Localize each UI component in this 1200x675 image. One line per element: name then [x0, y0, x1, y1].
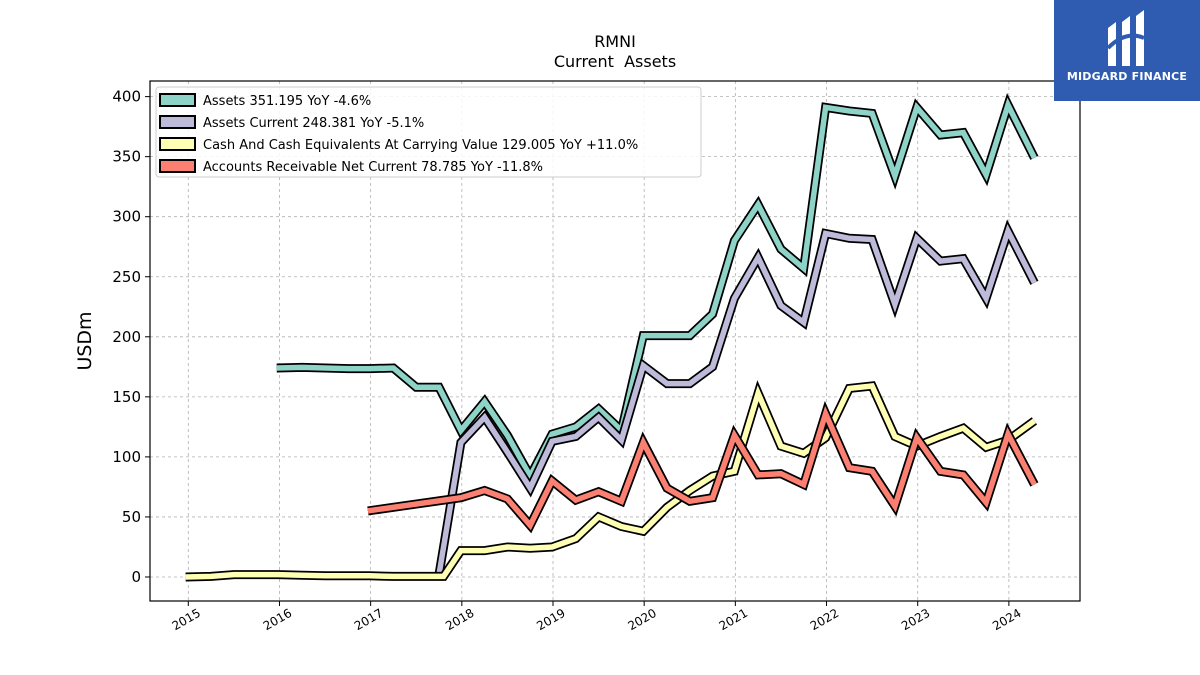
y-tick-label: 100 — [112, 448, 141, 466]
series-layer — [185, 93, 1039, 582]
series-line — [436, 223, 1037, 576]
y-tick-label: 150 — [112, 388, 141, 406]
midgard-finance-logo: MIDGARD FINANCE — [1054, 0, 1200, 101]
legend-box — [155, 86, 702, 178]
x-axis: 2015 2016 2017 2018 2019 2020 2021 2022 2023 2024 — [170, 601, 1024, 633]
x-tick-label: 2020 — [625, 606, 658, 633]
series-line — [367, 405, 1037, 531]
y-tick-label: 350 — [112, 148, 141, 166]
x-tick-label: 2023 — [899, 606, 932, 633]
logo-mark-icon — [1106, 10, 1145, 66]
chart-subtitle: Current Assets — [554, 52, 676, 71]
legend-swatch — [159, 159, 196, 173]
y-tick-label: 200 — [112, 328, 141, 346]
legend-entry: Assets 351.195 YoY -4.6% — [203, 94, 371, 109]
series-1 — [276, 93, 1039, 486]
series-3 — [185, 380, 1038, 582]
x-tick-label: 2021 — [717, 606, 750, 633]
legend-swatch — [159, 115, 196, 129]
x-tick-label: 2019 — [534, 606, 567, 633]
plot-frame — [149, 80, 1081, 602]
y-tick-label: 0 — [131, 568, 141, 586]
y-tick-label: 250 — [112, 268, 141, 286]
series-line — [276, 97, 1037, 482]
x-tick-label: 2018 — [443, 606, 476, 633]
x-tick-label: 2022 — [808, 606, 841, 633]
legend-swatch — [159, 93, 196, 107]
series-2 — [434, 219, 1039, 576]
y-axis-label: USDm — [74, 311, 96, 370]
y-tick-label: 400 — [112, 88, 141, 106]
x-tick-label: 2017 — [352, 606, 385, 633]
x-tick-label: 2015 — [170, 606, 203, 633]
series-4 — [367, 400, 1039, 534]
legend-swatch — [159, 137, 196, 151]
legend-entry: Assets Current 248.381 YoY -5.1% — [203, 116, 424, 131]
logo-text: MIDGARD FINANCE — [1066, 70, 1188, 83]
y-tick-label: 300 — [112, 208, 141, 226]
legend: Assets 351.195 YoY -4.6% Assets Current 2… — [155, 86, 702, 178]
y-tick-label: 50 — [122, 508, 141, 526]
x-tick-label: 2024 — [990, 606, 1023, 633]
x-tick-label: 2016 — [261, 606, 294, 633]
series-line — [185, 383, 1037, 580]
y-axis: 0 50 100 150 200 250 300 350 400 — [112, 88, 150, 586]
legend-entry: Cash And Cash Equivalents At Carrying Va… — [203, 138, 638, 153]
legend-entry: Accounts Receivable Net Current 78.785 Y… — [203, 160, 543, 175]
chart-title: RMNI — [594, 32, 636, 51]
